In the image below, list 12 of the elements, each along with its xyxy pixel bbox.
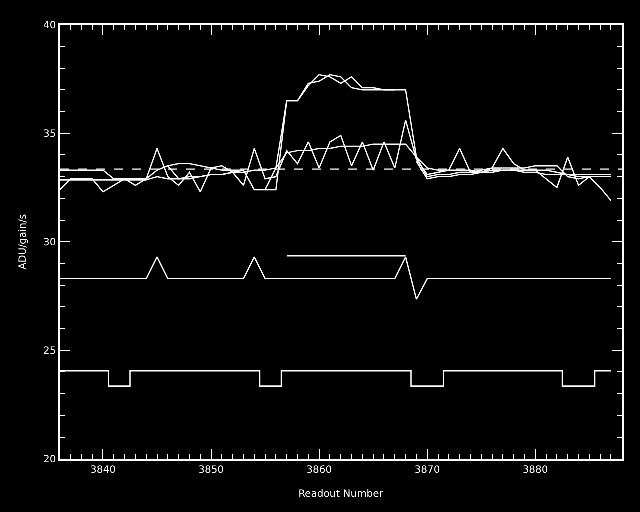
x-tick-label: 3860 xyxy=(306,464,332,476)
x-axis-title: Readout Number xyxy=(298,488,384,500)
y-tick-label: 25 xyxy=(44,346,56,357)
y-tick-label: 35 xyxy=(44,129,56,140)
x-tick-label: 3840 xyxy=(90,464,116,476)
y-tick-label: 30 xyxy=(44,238,56,248)
x-tick-label: 3850 xyxy=(198,464,224,476)
y-tick-label: 20 xyxy=(44,454,56,466)
x-tick-label: 3880 xyxy=(522,464,548,476)
x-tick-label: 3870 xyxy=(414,464,440,476)
y-axis-title: ADU/gain/s xyxy=(18,214,30,270)
y-tick-label: 40 xyxy=(44,20,56,32)
